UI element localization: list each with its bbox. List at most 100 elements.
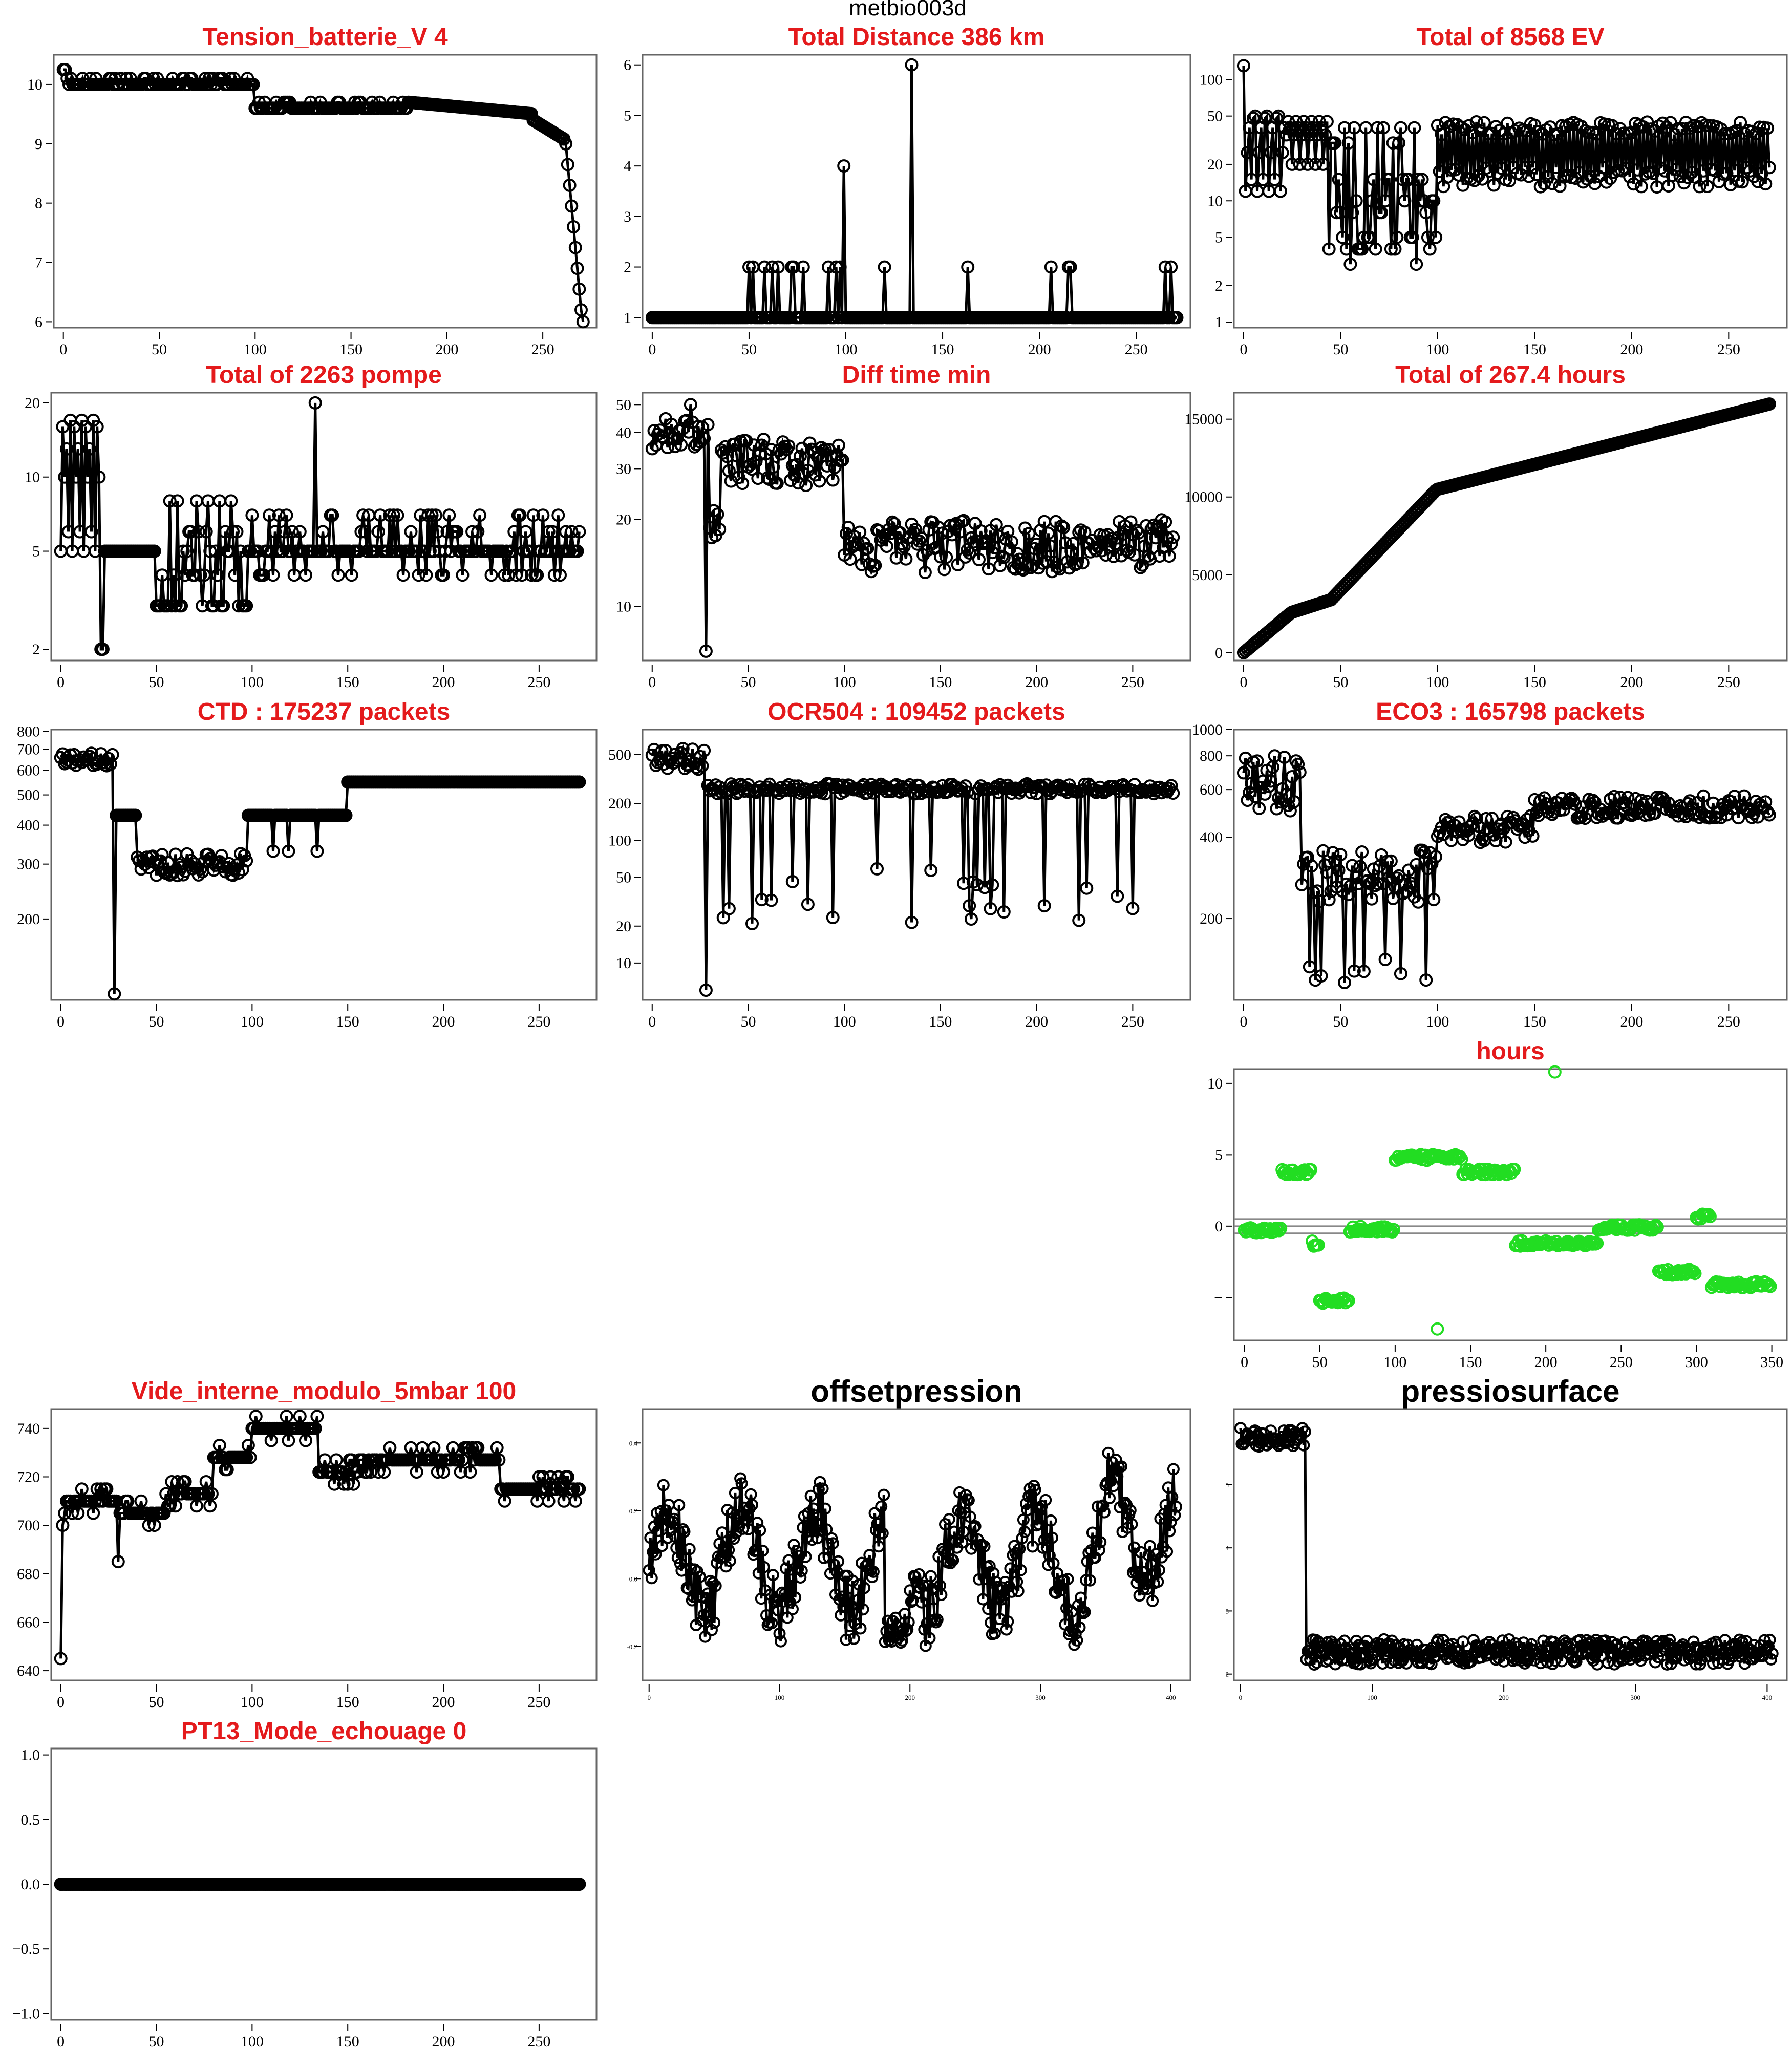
data-point <box>163 494 177 508</box>
data-point <box>1712 175 1726 188</box>
data-point <box>129 808 142 822</box>
panel-title: PT13_Mode_echouage 0 <box>181 1718 467 1745</box>
data-point <box>937 563 951 577</box>
data-point <box>316 525 330 539</box>
data-point <box>702 1606 715 1618</box>
data-point <box>1293 157 1307 171</box>
data-point <box>968 1521 980 1534</box>
data-point <box>1001 1615 1014 1628</box>
data-point <box>1487 178 1501 192</box>
data-point <box>857 1603 869 1616</box>
data-point <box>1432 1633 1444 1646</box>
data-point <box>750 1544 762 1556</box>
x-tick-label: 200 <box>1025 1013 1048 1030</box>
y-tick-label: 3 <box>624 208 631 225</box>
data-point <box>1762 397 1776 411</box>
data-point <box>1273 184 1287 198</box>
data-point <box>649 1548 662 1561</box>
data-point <box>851 1594 864 1607</box>
data-point <box>749 455 763 468</box>
data-point <box>988 1627 1001 1640</box>
data-point <box>1366 1653 1378 1666</box>
data-point <box>167 1487 181 1501</box>
data-point <box>676 742 690 756</box>
y-tick-label: 30 <box>616 460 631 477</box>
data-point <box>1355 845 1369 859</box>
x-tick-label: 0 <box>648 341 656 358</box>
panel-title: Tension_batterie_V 4 <box>202 24 448 51</box>
data-point <box>876 1527 889 1540</box>
data-point <box>1762 161 1776 175</box>
data-point <box>878 1488 890 1501</box>
data-point <box>180 544 194 558</box>
x-tick-label: 300 <box>1035 1694 1046 1701</box>
data-point <box>1103 1492 1116 1504</box>
data-point <box>786 260 800 274</box>
data-point <box>1332 173 1346 186</box>
data-point <box>1298 1425 1311 1438</box>
data-point <box>978 881 992 894</box>
data-point <box>1652 1651 1664 1663</box>
data-point <box>905 58 919 72</box>
data-point <box>1357 965 1371 978</box>
data-point <box>1582 125 1596 139</box>
data-point <box>1046 1531 1058 1544</box>
data-point <box>1078 1606 1091 1618</box>
data-point <box>825 1532 838 1545</box>
x-tick-label: 50 <box>1333 1013 1348 1030</box>
x-tick-label: 250 <box>527 1013 550 1030</box>
data-point <box>979 1572 992 1585</box>
y-tick-label: 40 <box>616 424 631 441</box>
y-tick-label: 20 <box>616 918 631 935</box>
data-point <box>1080 881 1094 895</box>
data-point <box>709 1580 722 1592</box>
data-point <box>808 1524 821 1537</box>
data-point <box>1335 1654 1348 1667</box>
data-point <box>243 1450 257 1464</box>
data-point <box>396 568 410 582</box>
data-point <box>440 525 454 539</box>
data-point <box>901 1623 914 1636</box>
y-tick-label: 6 <box>35 313 42 330</box>
data-point <box>796 260 810 274</box>
data-point <box>1304 1163 1318 1177</box>
data-point <box>696 1614 709 1627</box>
data-point <box>764 893 778 907</box>
data-point <box>205 855 219 869</box>
data-point <box>299 568 312 582</box>
data-point <box>699 644 713 658</box>
data-point <box>278 525 291 539</box>
data-point <box>1146 1594 1159 1607</box>
data-point <box>1541 170 1555 184</box>
data-point <box>886 515 900 529</box>
data-point <box>695 759 709 773</box>
data-point <box>276 544 290 558</box>
data-point <box>645 442 659 456</box>
data-point <box>431 1465 444 1479</box>
data-point <box>1363 877 1377 890</box>
data-point <box>1375 206 1388 220</box>
x-tick-label: 50 <box>149 674 164 691</box>
data-point <box>1097 1499 1110 1512</box>
data-point <box>534 544 548 558</box>
data-point <box>647 1546 659 1559</box>
data-point <box>1072 913 1086 927</box>
y-tick-label: 4 <box>1226 1544 1229 1552</box>
x-tick-label: 250 <box>1717 674 1740 691</box>
data-point <box>190 1499 203 1513</box>
x-tick-label: 100 <box>1383 1354 1406 1371</box>
data-point <box>442 508 456 522</box>
data-point <box>1378 953 1392 966</box>
data-point <box>1545 807 1559 821</box>
data-point <box>142 1519 156 1532</box>
plot-frame <box>1233 392 1788 662</box>
data-point <box>404 525 418 539</box>
data-point <box>799 1550 812 1563</box>
y-tick-label: 4 <box>624 158 631 175</box>
data-point <box>484 568 498 582</box>
data-point <box>199 1475 213 1488</box>
data-point <box>1402 173 1416 186</box>
data-point <box>965 912 978 926</box>
x-tick-label: 100 <box>241 674 264 691</box>
data-point <box>780 1562 793 1575</box>
